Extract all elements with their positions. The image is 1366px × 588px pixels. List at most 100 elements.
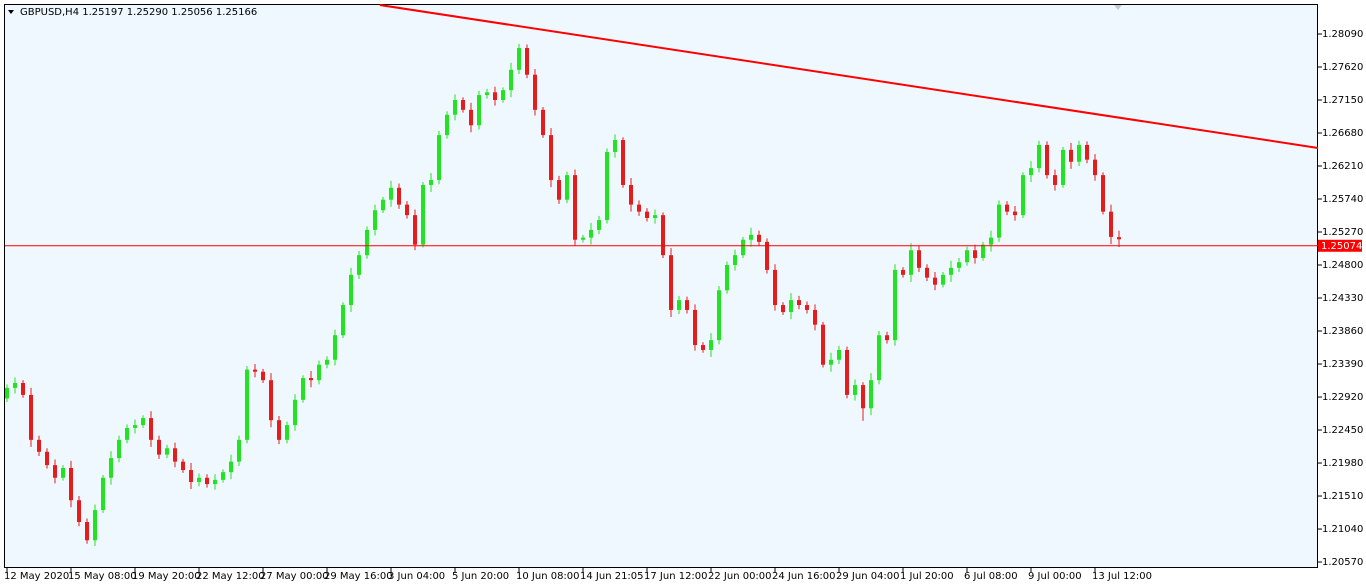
- candle-body: [309, 378, 313, 381]
- candle-body: [1013, 211, 1017, 216]
- candle-body: [261, 371, 265, 381]
- y-tick-label: 1.21510: [1322, 491, 1363, 502]
- shift-marker[interactable]: [1114, 5, 1122, 10]
- candle-body: [501, 90, 505, 101]
- x-tick-label: 22 May 12:00: [196, 571, 265, 582]
- candle-body: [77, 500, 81, 523]
- candle-body: [157, 439, 161, 455]
- candle-body: [317, 364, 321, 381]
- candle-body: [637, 204, 641, 212]
- candle-body: [645, 211, 649, 218]
- candle-body: [605, 151, 609, 221]
- candle-body: [997, 204, 1001, 238]
- candle-body: [85, 522, 89, 541]
- candle-body: [917, 250, 921, 268]
- y-tick-label: 1.24330: [1322, 293, 1363, 304]
- candle-body: [189, 470, 193, 482]
- candle-body: [45, 451, 49, 466]
- candle-body: [485, 92, 489, 96]
- x-tick-label: 12 May 2020: [4, 571, 69, 582]
- candle-body: [973, 250, 977, 258]
- candle-body: [597, 220, 601, 230]
- candle-body: [709, 340, 713, 350]
- candle-body: [981, 244, 985, 258]
- candle-body: [325, 359, 329, 365]
- menu-arrow[interactable]: [8, 10, 14, 14]
- x-tick-label: 15 May 08:00: [68, 571, 137, 582]
- candle-body: [541, 109, 545, 136]
- candle-body: [37, 439, 41, 452]
- x-tick-label: 29 May 16:00: [324, 571, 393, 582]
- candle-body: [517, 48, 521, 70]
- candle-body: [277, 420, 281, 440]
- candle-body: [781, 305, 785, 313]
- candle-body: [165, 448, 169, 455]
- x-tick-label: 17 Jun 12:00: [644, 571, 708, 582]
- candle-body: [61, 467, 65, 478]
- candle-body: [149, 418, 153, 440]
- y-tick-label: 1.22920: [1322, 392, 1363, 403]
- candle-body: [197, 477, 201, 482]
- candle-body: [629, 184, 633, 205]
- candle-body: [365, 229, 369, 256]
- x-tick-label: 10 Jun 08:00: [516, 571, 580, 582]
- candle-body: [1101, 175, 1105, 212]
- x-tick-label: 5 Jun 20:00: [452, 571, 509, 582]
- candle-body: [141, 418, 145, 426]
- candle-body: [381, 199, 385, 211]
- candle-body: [93, 510, 97, 541]
- x-tick-label: 3 Jun 04:00: [388, 571, 445, 582]
- candle-body: [333, 335, 337, 360]
- candle-body: [253, 369, 257, 372]
- candle-body: [557, 180, 561, 200]
- candle-body: [765, 241, 769, 270]
- candle-body: [725, 265, 729, 291]
- candle-body: [181, 461, 185, 471]
- candle-body: [869, 380, 873, 409]
- candle-body: [117, 439, 121, 459]
- candle-body: [285, 425, 289, 440]
- candle-body: [885, 335, 889, 341]
- candle-body: [445, 114, 449, 136]
- candle-body: [1045, 144, 1049, 176]
- candle-body: [877, 335, 881, 381]
- candle-body: [789, 300, 793, 313]
- candle-body: [389, 187, 393, 200]
- candle-body: [1061, 149, 1065, 185]
- candle-body: [717, 290, 721, 341]
- x-tick-label: 1 Jul 20:00: [900, 571, 954, 582]
- candle-body: [525, 48, 529, 75]
- candle-body: [133, 425, 137, 428]
- candle-body: [733, 255, 737, 266]
- candle-body: [821, 324, 825, 365]
- candle-body: [589, 229, 593, 238]
- candle-body: [413, 215, 417, 245]
- candle-body: [341, 305, 345, 336]
- candle-body: [941, 274, 945, 285]
- y-tick-label: 1.20570: [1322, 557, 1363, 568]
- candle-body: [797, 300, 801, 306]
- candle-body: [173, 448, 177, 462]
- candle-body: [477, 95, 481, 126]
- y-tick-label: 1.26680: [1322, 128, 1363, 139]
- candle-body: [5, 387, 9, 399]
- trend-line: [379, 4, 1319, 149]
- candle-body: [109, 458, 113, 478]
- candle-body: [221, 472, 225, 480]
- candle-body: [949, 267, 953, 275]
- candle-body: [757, 234, 761, 242]
- candle-body: [573, 175, 577, 240]
- x-tick-label: 22 Jun 00:00: [708, 571, 772, 582]
- candle-body: [909, 250, 913, 275]
- candle-body: [653, 215, 657, 218]
- candle-body: [677, 300, 681, 310]
- candle-body: [1077, 144, 1081, 162]
- candle-body: [293, 399, 297, 426]
- candle-body: [397, 187, 401, 205]
- price-label: 1.25074: [1321, 241, 1362, 252]
- candle-body: [749, 234, 753, 240]
- candle-body: [773, 269, 777, 306]
- candle-body: [861, 385, 865, 409]
- candle-body: [205, 477, 209, 485]
